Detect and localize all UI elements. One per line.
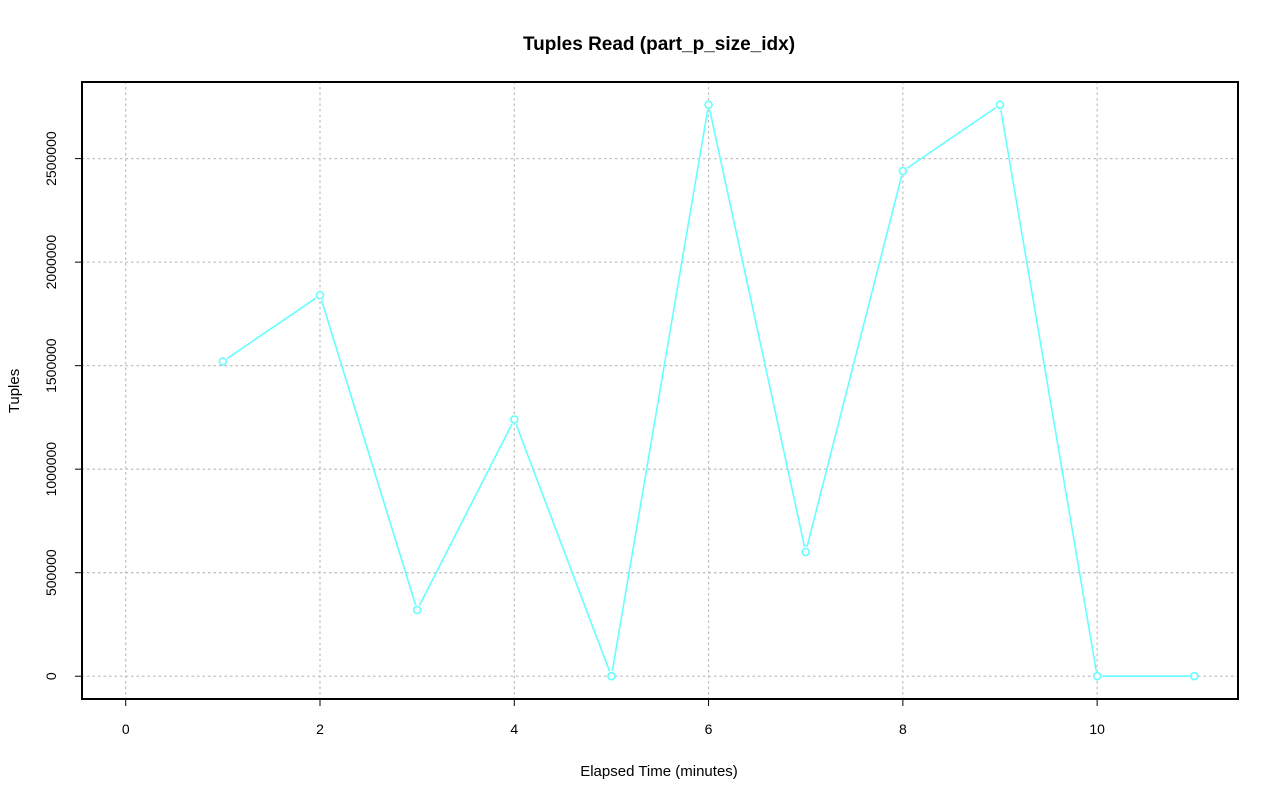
- series-segment: [806, 175, 903, 548]
- data-point: [1092, 671, 1102, 681]
- y-tick-label: 1500000: [43, 338, 59, 393]
- series-segment: [320, 299, 417, 606]
- data-point: [607, 671, 616, 681]
- series-segment: [418, 423, 513, 606]
- x-tick-label: 4: [510, 721, 518, 737]
- series-segment: [1000, 109, 1098, 672]
- series-segment: [226, 297, 317, 360]
- data-series: [218, 100, 1199, 681]
- y-tick-label: 2500000: [43, 131, 59, 186]
- series-segment: [708, 109, 806, 548]
- data-point: [704, 100, 713, 110]
- chart-title: Tuples Read (part_p_size_idx): [523, 34, 795, 55]
- data-point: [509, 415, 519, 424]
- x-axis-label: Elapsed Time (minutes): [580, 763, 738, 780]
- y-tick-label: 0: [43, 672, 59, 680]
- y-tick-label: 2000000: [43, 235, 59, 290]
- data-point: [898, 166, 908, 176]
- axes: 0 2 4 6 8 10 0 500000 1000000 1500000 2000000 25000…: [43, 131, 1105, 737]
- data-point: [801, 547, 811, 557]
- data-point: [315, 290, 325, 300]
- data-point: [1189, 671, 1199, 681]
- series-segment: [906, 107, 997, 169]
- plot-frame: [81, 81, 1239, 700]
- x-tick-label: 0: [122, 721, 130, 737]
- x-tick-label: 2: [316, 721, 324, 737]
- data-point: [412, 605, 422, 615]
- x-tick-label: 8: [899, 721, 907, 737]
- x-tick-label: 6: [705, 721, 713, 737]
- y-tick-label: 500000: [43, 549, 59, 596]
- grid-lines: [81, 81, 1239, 700]
- data-point: [218, 357, 228, 366]
- series-segment: [611, 109, 709, 672]
- data-point: [995, 100, 1005, 110]
- series-segment: [515, 424, 611, 672]
- y-axis-label: Tuples: [6, 369, 23, 413]
- y-tick-label: 1000000: [43, 442, 59, 497]
- x-tick-label: 10: [1089, 721, 1105, 737]
